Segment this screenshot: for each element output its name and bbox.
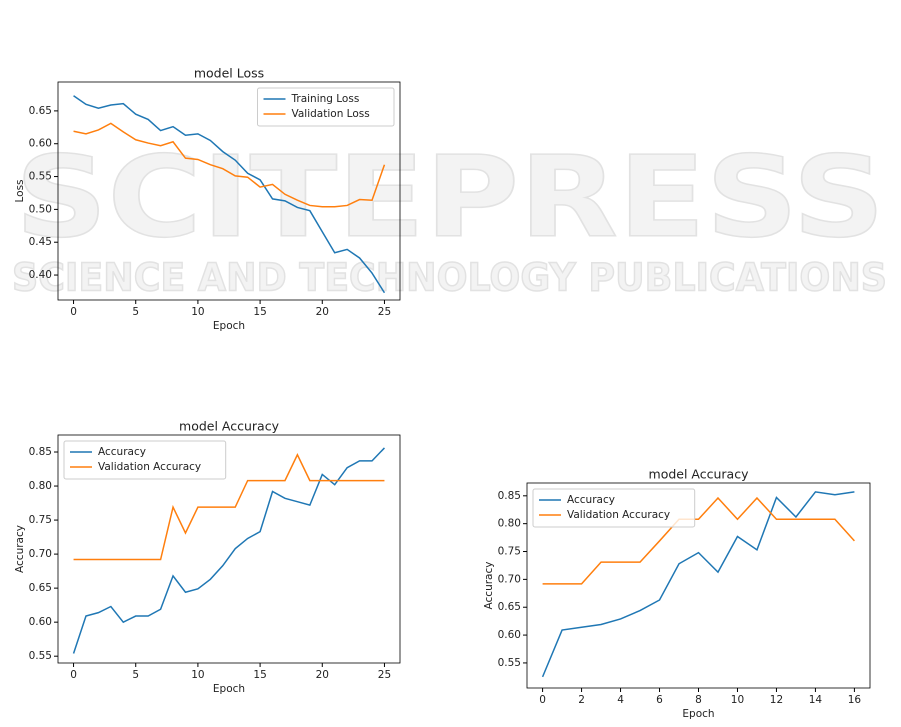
watermark-title: SCITEPRESS xyxy=(15,133,885,263)
plot-frame xyxy=(57,434,401,664)
y-tick-label: 0.60 xyxy=(29,138,52,150)
x-tick-label: 0 xyxy=(70,669,77,681)
y-tick-label: 0.60 xyxy=(498,629,521,641)
y-tick-label: 0.85 xyxy=(29,446,52,458)
y-tick-label: 0.70 xyxy=(498,573,521,585)
series-line xyxy=(72,447,385,654)
legend-box xyxy=(257,87,395,127)
x-tick-label: 10 xyxy=(191,306,204,318)
y-axis-label: Loss xyxy=(14,179,26,202)
series-line xyxy=(73,95,386,294)
x-axis-label: Epoch xyxy=(213,683,245,695)
x-axis-label: Epoch xyxy=(213,320,245,332)
x-tick-label: 4 xyxy=(617,694,624,706)
y-tick-label: 0.65 xyxy=(29,105,52,117)
series-line xyxy=(73,122,386,208)
legend-label: Training Loss xyxy=(291,93,360,105)
legend-label: Validation Loss xyxy=(292,108,370,120)
y-tick-label: 0.65 xyxy=(29,582,52,594)
y-tick-label: 0.55 xyxy=(29,171,52,183)
y-tick-label: 0.85 xyxy=(498,490,521,502)
y-tick-label: 0.45 xyxy=(29,236,52,248)
x-tick-label: 20 xyxy=(316,669,329,681)
x-tick-label: 10 xyxy=(731,694,744,706)
y-tick-label: 0.80 xyxy=(29,480,52,492)
x-tick-label: 20 xyxy=(316,306,329,318)
x-tick-label: 10 xyxy=(191,669,204,681)
x-tick-label: 25 xyxy=(378,306,391,318)
legend-label: Validation Accuracy xyxy=(98,461,201,473)
plot-frame xyxy=(57,81,401,301)
legend-label: Accuracy xyxy=(567,494,615,506)
watermark-subtitle: SCIENCE AND TECHNOLOGY PUBLICATIONS xyxy=(12,256,887,300)
y-tick-label: 0.75 xyxy=(29,514,52,526)
chart-title: model Accuracy xyxy=(179,419,280,434)
legend-label: Validation Accuracy xyxy=(567,509,670,521)
chart-title: model Loss xyxy=(194,66,264,81)
y-tick-label: 0.55 xyxy=(498,657,521,669)
y-tick-label: 0.55 xyxy=(29,650,52,662)
y-tick-label: 0.40 xyxy=(29,269,52,281)
y-tick-label: 0.60 xyxy=(29,616,52,628)
legend-box xyxy=(63,440,227,480)
legend-box xyxy=(532,488,696,528)
y-tick-label: 0.65 xyxy=(498,601,521,613)
series-line xyxy=(541,491,855,678)
x-tick-label: 5 xyxy=(132,306,139,318)
y-tick-label: 0.70 xyxy=(29,548,52,560)
y-axis-label: Accuracy xyxy=(14,525,26,573)
x-tick-label: 0 xyxy=(539,694,546,706)
x-tick-label: 25 xyxy=(378,669,391,681)
y-axis-label: Accuracy xyxy=(483,562,495,610)
x-axis-label: Epoch xyxy=(682,708,714,720)
x-tick-label: 12 xyxy=(770,694,783,706)
x-tick-label: 0 xyxy=(70,306,77,318)
x-tick-label: 8 xyxy=(695,694,702,706)
x-tick-label: 2 xyxy=(578,694,585,706)
x-tick-label: 15 xyxy=(253,669,266,681)
x-tick-label: 16 xyxy=(848,694,862,706)
x-tick-label: 15 xyxy=(253,306,266,318)
x-tick-label: 14 xyxy=(809,694,823,706)
series-line xyxy=(542,496,855,585)
chart-title: model Accuracy xyxy=(649,467,750,482)
series-line xyxy=(73,453,385,561)
y-tick-label: 0.75 xyxy=(498,546,521,558)
x-tick-label: 6 xyxy=(656,694,663,706)
y-tick-label: 0.50 xyxy=(29,203,52,215)
plot-frame xyxy=(526,482,871,689)
x-tick-label: 5 xyxy=(132,669,139,681)
y-tick-label: 0.80 xyxy=(498,518,521,530)
legend-label: Accuracy xyxy=(98,446,146,458)
